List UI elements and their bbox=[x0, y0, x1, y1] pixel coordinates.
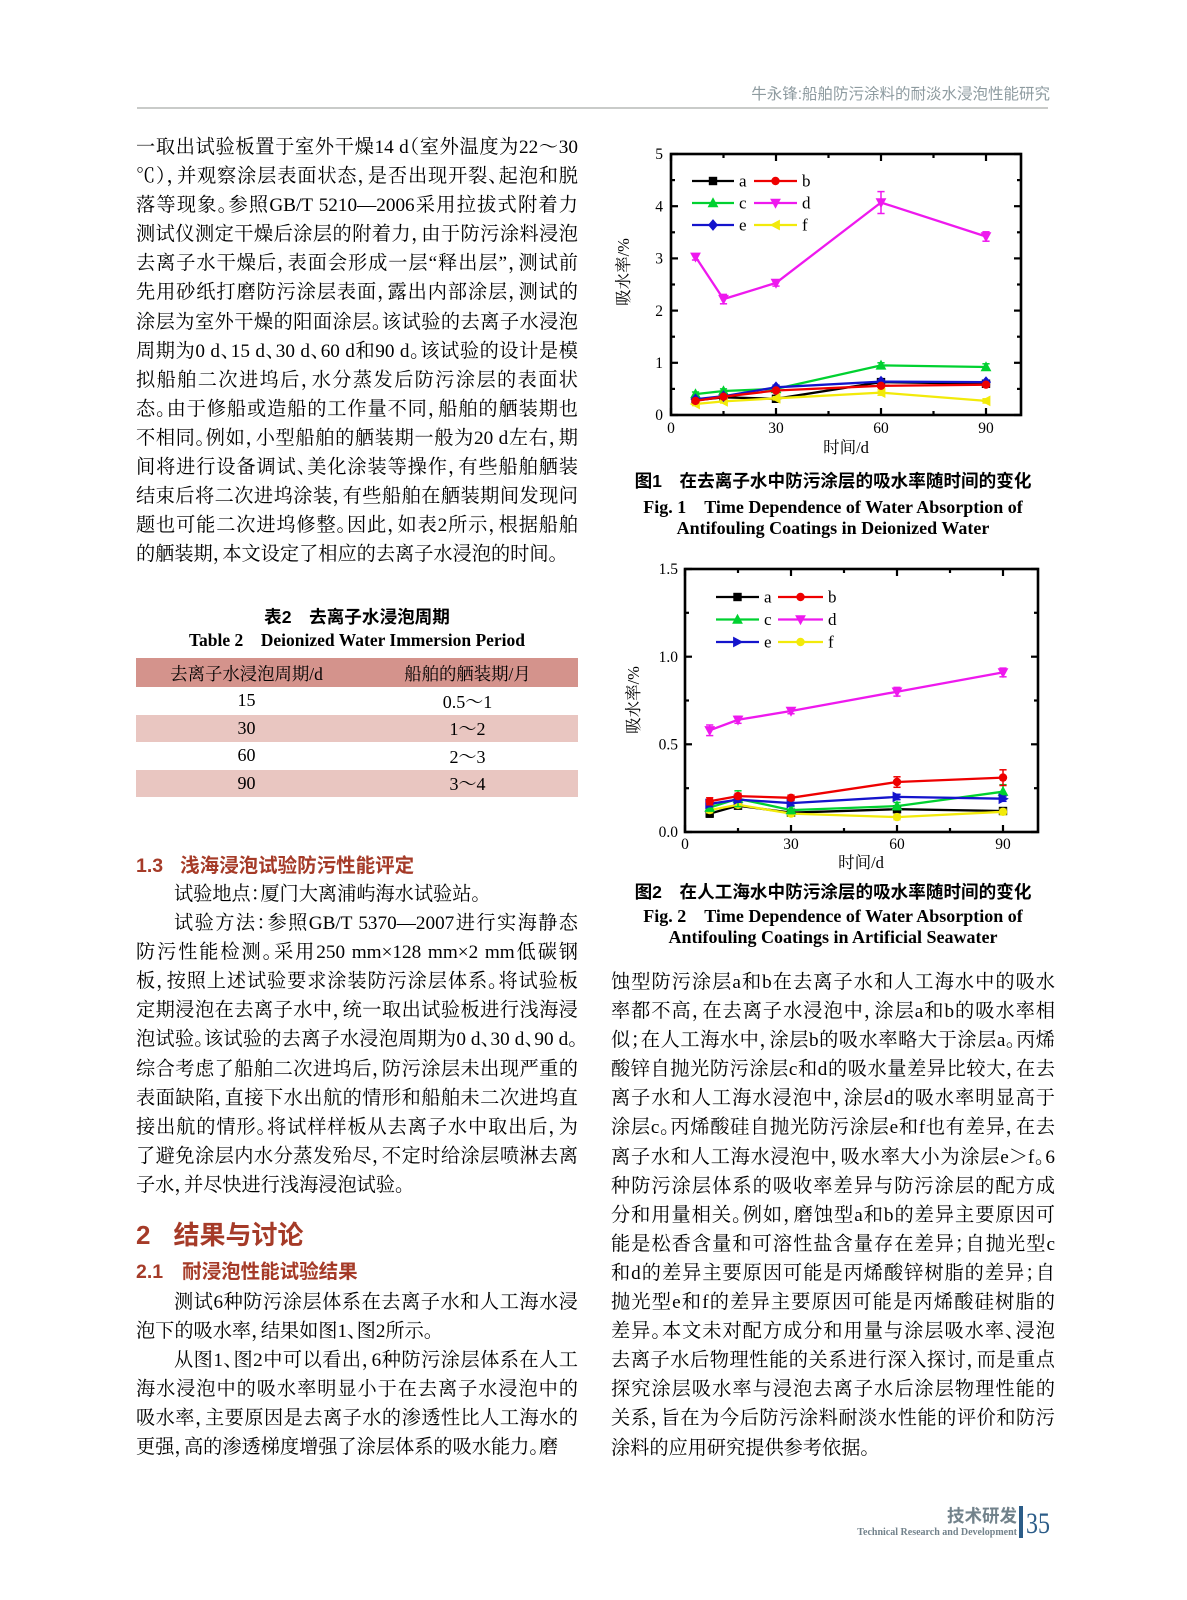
svg-text:a: a bbox=[764, 588, 772, 607]
svg-text:0: 0 bbox=[681, 836, 689, 853]
svg-text:1.0: 1.0 bbox=[659, 649, 679, 666]
svg-text:b: b bbox=[828, 588, 837, 607]
svg-text:f: f bbox=[802, 216, 808, 235]
svg-text:2: 2 bbox=[655, 303, 663, 320]
svg-text:吸水率/%: 吸水率/% bbox=[614, 238, 633, 306]
svg-text:d: d bbox=[828, 610, 837, 629]
svg-text:a: a bbox=[739, 172, 747, 191]
svg-text:d: d bbox=[802, 194, 811, 213]
svg-text:0: 0 bbox=[667, 420, 675, 437]
svg-text:60: 60 bbox=[873, 420, 889, 437]
svg-text:时间/d: 时间/d bbox=[838, 853, 885, 872]
svg-text:e: e bbox=[739, 216, 747, 235]
svg-text:3: 3 bbox=[655, 251, 663, 268]
svg-text:时间/d: 时间/d bbox=[823, 438, 870, 457]
svg-text:5: 5 bbox=[655, 146, 663, 163]
svg-text:4: 4 bbox=[655, 198, 663, 215]
svg-text:0: 0 bbox=[655, 407, 663, 424]
svg-text:0.5: 0.5 bbox=[659, 737, 679, 754]
svg-text:e: e bbox=[764, 633, 772, 652]
svg-text:b: b bbox=[802, 172, 811, 191]
svg-text:30: 30 bbox=[783, 836, 799, 853]
svg-text:1.5: 1.5 bbox=[659, 561, 679, 578]
svg-text:0.0: 0.0 bbox=[659, 824, 679, 841]
svg-text:30: 30 bbox=[768, 420, 784, 437]
svg-text:c: c bbox=[739, 194, 747, 213]
svg-text:90: 90 bbox=[995, 836, 1011, 853]
svg-text:c: c bbox=[764, 610, 772, 629]
svg-text:吸水率/%: 吸水率/% bbox=[624, 666, 643, 734]
svg-text:60: 60 bbox=[889, 836, 905, 853]
svg-text:f: f bbox=[828, 633, 834, 652]
svg-text:1: 1 bbox=[655, 355, 663, 372]
svg-text:90: 90 bbox=[978, 420, 994, 437]
